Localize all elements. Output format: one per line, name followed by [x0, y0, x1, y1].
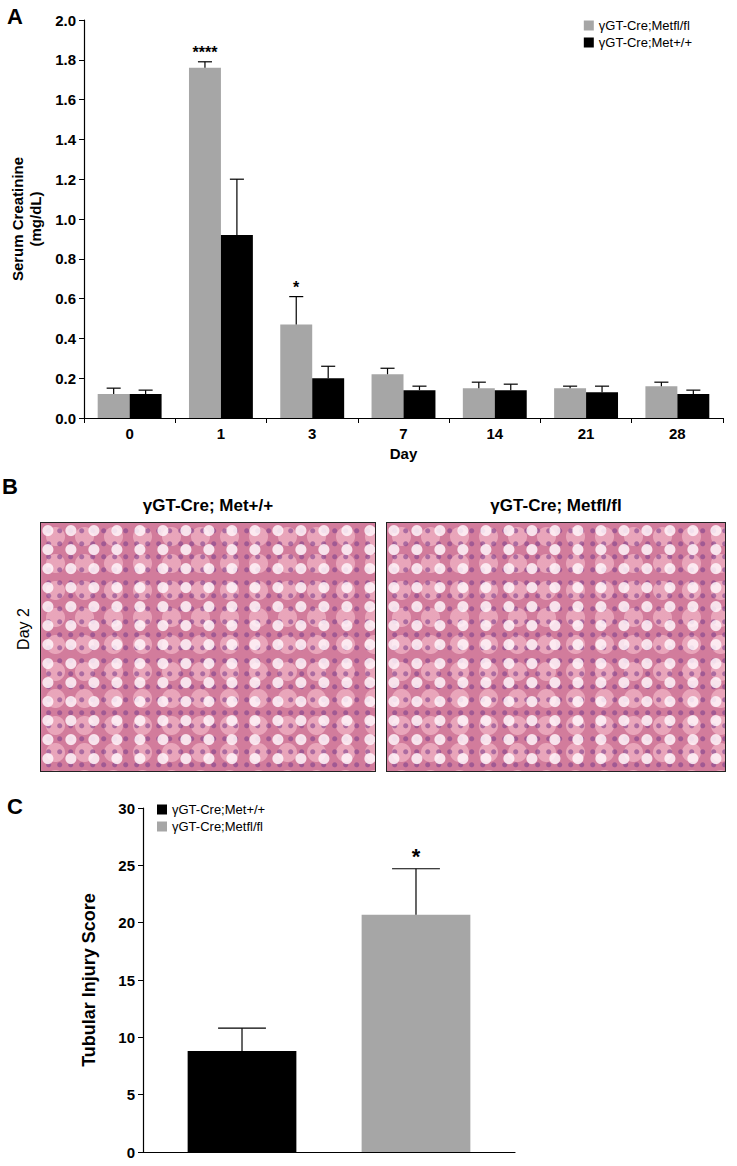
svg-text:21: 21	[578, 425, 595, 442]
svg-text:γGT-Cre;Met+/+: γGT-Cre;Met+/+	[172, 802, 265, 817]
html-text:γGT-Cre; Met+/+: γGT-Cre; Met+/+	[142, 496, 274, 515]
svg-text:*: *	[412, 844, 421, 869]
svg-text:1: 1	[217, 425, 225, 442]
svg-text:γGT-Cre;Metfl/fl: γGT-Cre;Metfl/fl	[599, 18, 690, 33]
svg-text:0.2: 0.2	[55, 370, 76, 387]
svg-text:2.0: 2.0	[55, 12, 76, 29]
svg-text:1.4: 1.4	[55, 131, 77, 148]
svg-text:(mg/dL): (mg/dL)	[27, 192, 44, 247]
svg-text:0.8: 0.8	[55, 250, 76, 267]
svg-text:30: 30	[118, 800, 135, 817]
svg-text:γGT-Cre;Met+/+: γGT-Cre;Met+/+	[599, 35, 692, 50]
html-text:B: B	[2, 474, 18, 499]
svg-text:Tubular Injury Score: Tubular Injury Score	[79, 893, 99, 1067]
svg-text:15: 15	[118, 972, 135, 989]
svg-text:0: 0	[127, 1144, 135, 1161]
svg-text:*: *	[293, 279, 300, 296]
svg-text:1.6: 1.6	[55, 91, 76, 108]
svg-text:5: 5	[127, 1086, 135, 1103]
svg-text:C: C	[7, 794, 23, 819]
svg-text:****: ****	[193, 44, 219, 61]
svg-text:0.0: 0.0	[55, 410, 76, 427]
svg-text:28: 28	[669, 425, 686, 442]
svg-text:1.0: 1.0	[55, 211, 76, 228]
svg-text:25: 25	[118, 857, 135, 874]
svg-text:γGT-Cre;Metfl/fl: γGT-Cre;Metfl/fl	[172, 819, 263, 834]
svg-text:A: A	[7, 4, 23, 29]
svg-text:10: 10	[118, 1029, 135, 1046]
svg-text:7: 7	[399, 425, 407, 442]
svg-text:1.8: 1.8	[55, 51, 76, 68]
svg-text:Serum Creatinine: Serum Creatinine	[9, 157, 26, 281]
svg-text:3: 3	[308, 425, 316, 442]
svg-text:14: 14	[486, 425, 503, 442]
svg-text:20: 20	[118, 914, 135, 931]
svg-text:1.2: 1.2	[55, 171, 76, 188]
svg-text:0.4: 0.4	[55, 330, 77, 347]
svg-text:0.6: 0.6	[55, 290, 76, 307]
html-text:Day 2: Day 2	[15, 608, 32, 650]
svg-text:0: 0	[125, 425, 133, 442]
svg-text:Day: Day	[390, 445, 418, 462]
html-text:γGT-Cre; Metfl/fl: γGT-Cre; Metfl/fl	[490, 496, 622, 515]
